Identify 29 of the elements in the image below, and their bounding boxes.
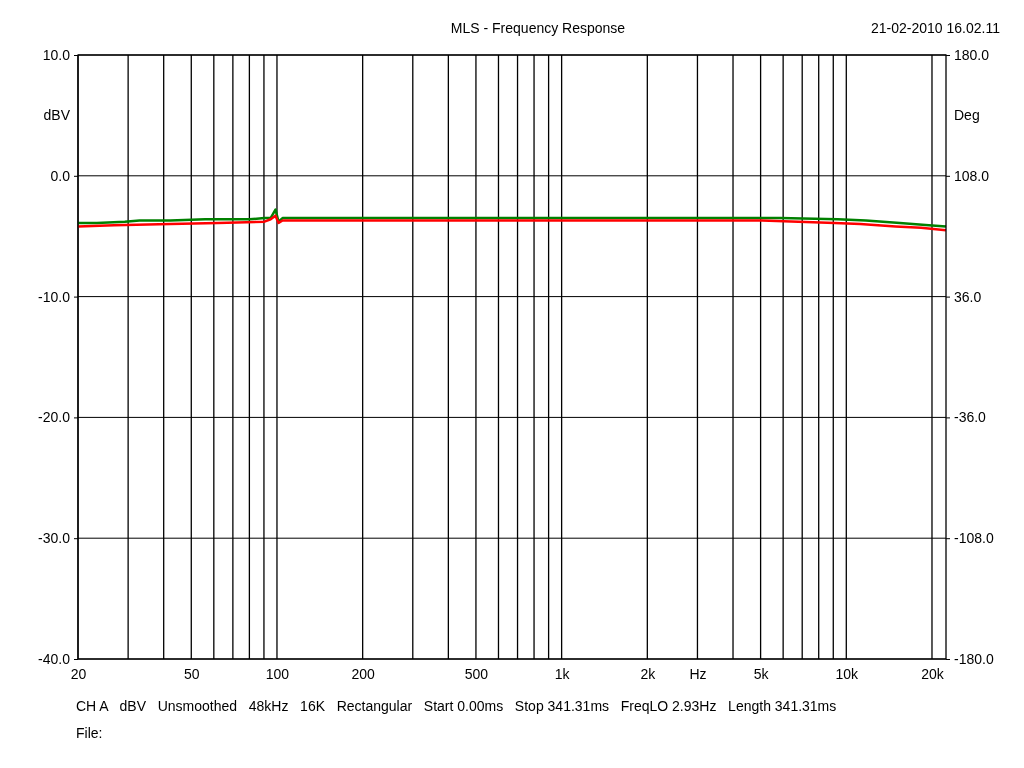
y-tick-label: 0.0 — [50, 167, 71, 184]
x-tick-label: 2k — [640, 665, 657, 682]
y2-tick-label: -180.0 — [954, 650, 994, 667]
y2-tick-label: 108.0 — [954, 167, 990, 184]
x-tick-label: 500 — [464, 665, 489, 682]
x-tick-label: 20k — [921, 665, 945, 682]
y-tick-label: -30.0 — [38, 530, 71, 547]
x-tick-label: 200 — [351, 665, 376, 682]
y2-tick-label: 36.0 — [954, 288, 982, 305]
x-tick-label: 1k — [554, 665, 571, 682]
x-tick-label: Hz — [689, 665, 707, 682]
x-tick-label: 20 — [70, 665, 87, 682]
y-axis-title: dBV — [43, 107, 71, 124]
y-tick-label: 10.0 — [42, 46, 71, 63]
y2-tick-label: -108.0 — [954, 530, 994, 547]
y2-axis-title: Deg — [954, 107, 980, 124]
text: CH A dBV Unsmoothed 48kHz 16K Rectangular Start 0.00ms Stop 341.31ms FreqLO 2.93Hz Length 341.31ms — [76, 698, 837, 714]
text: File: — [76, 725, 103, 741]
y-tick-label: -10.0 — [38, 288, 71, 305]
x-tick-label: 50 — [183, 665, 200, 682]
y2-tick-label: 180.0 — [954, 46, 990, 63]
y-tick-label: -40.0 — [38, 650, 71, 667]
y-tick-label: -20.0 — [38, 409, 71, 426]
x-tick-label: 10k — [835, 665, 860, 682]
x-tick-label: 5k — [753, 665, 770, 682]
chart-title: MLS - Frequency Response — [450, 20, 626, 36]
y2-tick-label: -36.0 — [954, 409, 987, 426]
text: 21-02-2010 16.02.11 — [871, 20, 1001, 36]
x-tick-label: 100 — [265, 665, 290, 682]
